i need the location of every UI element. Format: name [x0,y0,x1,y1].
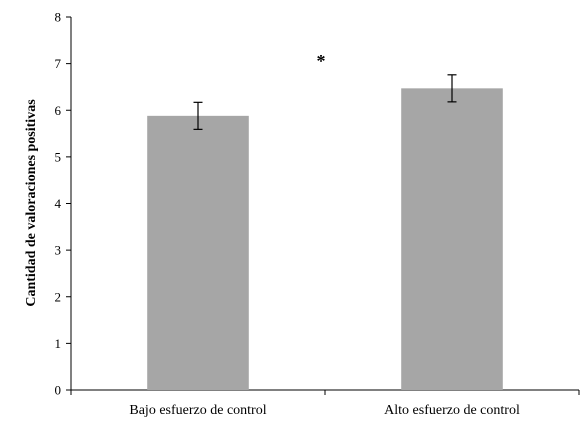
x-ticks [70,390,580,395]
y-axis-title: Cantidad de valoraciones positivas [24,99,39,307]
y-tick-label: 8 [55,10,62,25]
error-bars [193,74,457,130]
bar [401,88,503,391]
y-tick-label: 7 [55,56,62,71]
y-tick-label: 2 [55,289,62,304]
y-tick-label: 3 [55,243,62,258]
y-tick-label: 6 [55,103,62,118]
bars [147,88,503,391]
bar [147,115,249,390]
y-tick-label: 0 [55,383,62,398]
category-label: Bajo esfuerzo de control [129,403,266,418]
y-tick-label: 5 [55,149,62,164]
category-label: Alto esfuerzo de control [384,403,520,418]
y-tick-label: 1 [55,336,62,351]
y-ticks: 0 1 2 3 4 5 6 7 8 [55,10,71,398]
y-tick-label: 4 [55,196,62,211]
category-labels: Bajo esfuerzo de control Alto esfuerzo de… [129,403,520,418]
significance-marker: * [317,51,326,71]
